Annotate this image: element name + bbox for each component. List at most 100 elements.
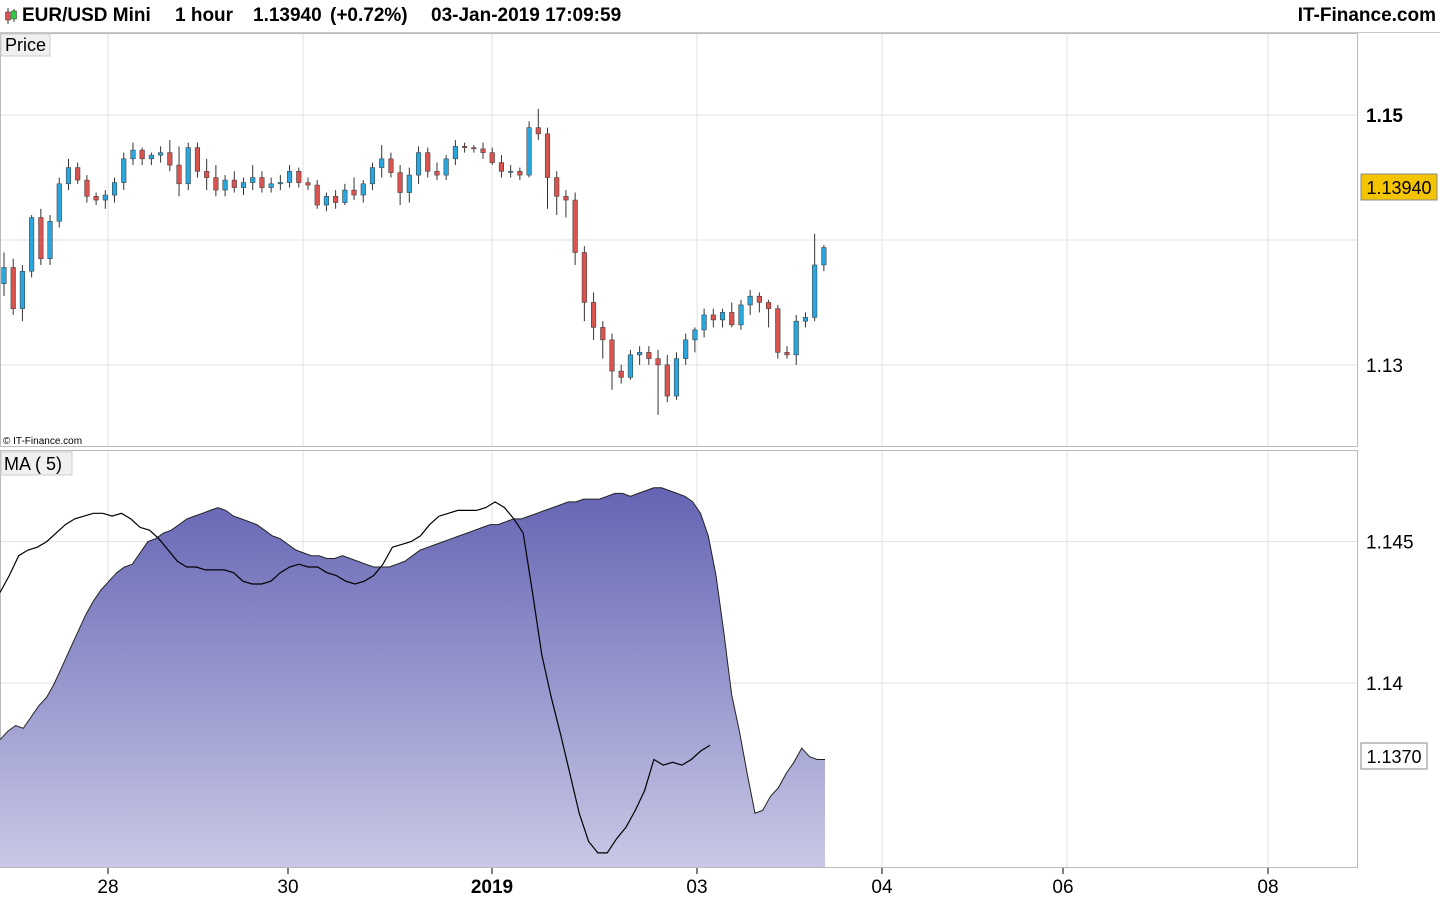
price-y-tick: 1.13	[1366, 356, 1403, 377]
candle	[673, 352, 680, 400]
timestamp: 03-Jan-2019 17:09:59	[431, 5, 622, 26]
candle	[508, 165, 514, 178]
candle	[314, 180, 320, 209]
candle	[692, 327, 698, 353]
candle	[462, 142, 468, 153]
candle	[812, 233, 818, 322]
candle	[1, 252, 7, 297]
candle	[102, 190, 108, 209]
ma-area-line	[0, 487, 825, 814]
candle	[47, 215, 53, 265]
candle	[287, 165, 293, 188]
current-price-marker	[1360, 173, 1438, 201]
candle	[148, 152, 154, 166]
candle	[277, 175, 283, 191]
candle	[425, 147, 431, 178]
candle	[535, 108, 541, 141]
candle	[766, 299, 772, 328]
candle	[158, 146, 164, 163]
ma-area	[0, 487, 825, 867]
ma-y-tick: 1.14	[1366, 674, 1403, 695]
candle	[738, 299, 744, 330]
candle	[655, 349, 661, 415]
candle	[701, 308, 707, 338]
candle	[84, 175, 90, 203]
candle	[489, 147, 495, 166]
candle	[65, 158, 72, 191]
candle	[323, 192, 329, 212]
candle	[406, 167, 412, 203]
ma-y-tick: 1.145	[1366, 533, 1414, 554]
ma-label-box	[0, 451, 73, 476]
candle	[38, 208, 44, 265]
candle	[351, 177, 357, 201]
watermark: © IT-Finance.com	[3, 436, 82, 447]
candle	[526, 121, 532, 178]
candle	[729, 302, 735, 328]
candle	[231, 171, 237, 193]
candle	[756, 292, 762, 313]
candle	[213, 165, 219, 197]
candle	[194, 142, 201, 178]
candle	[185, 142, 191, 191]
candle	[627, 349, 633, 380]
candle	[10, 258, 16, 315]
candle	[563, 190, 569, 218]
candle	[452, 140, 458, 166]
candlestick-logo-icon	[5, 8, 17, 24]
candle	[581, 246, 587, 322]
candle	[572, 192, 578, 265]
candle	[600, 321, 606, 359]
candle	[747, 289, 753, 315]
candle	[517, 167, 523, 181]
current-price-label: 1.13940	[1366, 178, 1431, 198]
candle	[471, 145, 477, 153]
candle	[204, 158, 210, 191]
ma-panel-frame	[0, 450, 1358, 868]
candle	[664, 354, 670, 403]
x-tick-label: 06	[1052, 877, 1073, 898]
candle	[121, 152, 127, 191]
candle	[498, 155, 504, 178]
candle	[609, 333, 615, 390]
candle	[222, 175, 228, 197]
y-axes: 1.15 1.13 1.145 1.14	[1366, 106, 1414, 695]
candle	[29, 215, 35, 278]
x-tick-label: 03	[686, 877, 707, 898]
candle	[360, 180, 366, 203]
candle	[434, 162, 440, 181]
candle	[139, 147, 145, 166]
candle	[259, 171, 265, 193]
candle	[646, 346, 652, 365]
price-panel-label: Price	[5, 35, 46, 55]
candle	[240, 177, 247, 196]
chart-header: EUR/USD Mini 1 hour 1.13940 (+0.72%) 03-…	[0, 0, 1440, 33]
price-y-tick: 1.15	[1366, 106, 1403, 127]
candle	[19, 264, 25, 322]
instrument-name: EUR/USD Mini	[22, 5, 151, 26]
x-tick-label: 08	[1257, 877, 1278, 898]
x-tick-label: 2019	[471, 877, 513, 898]
interval-label: 1 hour	[175, 5, 234, 26]
candle	[342, 183, 348, 206]
candle	[176, 146, 182, 197]
brand-name: IT-Finance.com	[1297, 5, 1436, 26]
candle	[719, 308, 726, 328]
candle	[130, 142, 136, 166]
candle	[388, 152, 394, 178]
x-tick-label: 28	[97, 877, 118, 898]
candle	[250, 165, 256, 191]
price-change: (+0.72%)	[330, 5, 408, 26]
candle	[379, 145, 385, 178]
ma-panel-label: MA ( 5)	[4, 454, 62, 474]
candle	[802, 312, 808, 328]
candle	[544, 127, 551, 209]
candle	[167, 140, 173, 172]
candle	[480, 142, 486, 159]
price-panel-frame	[0, 33, 1358, 447]
ma-series	[0, 487, 825, 867]
candle	[268, 177, 274, 193]
candle	[443, 155, 449, 181]
candle	[333, 190, 339, 209]
